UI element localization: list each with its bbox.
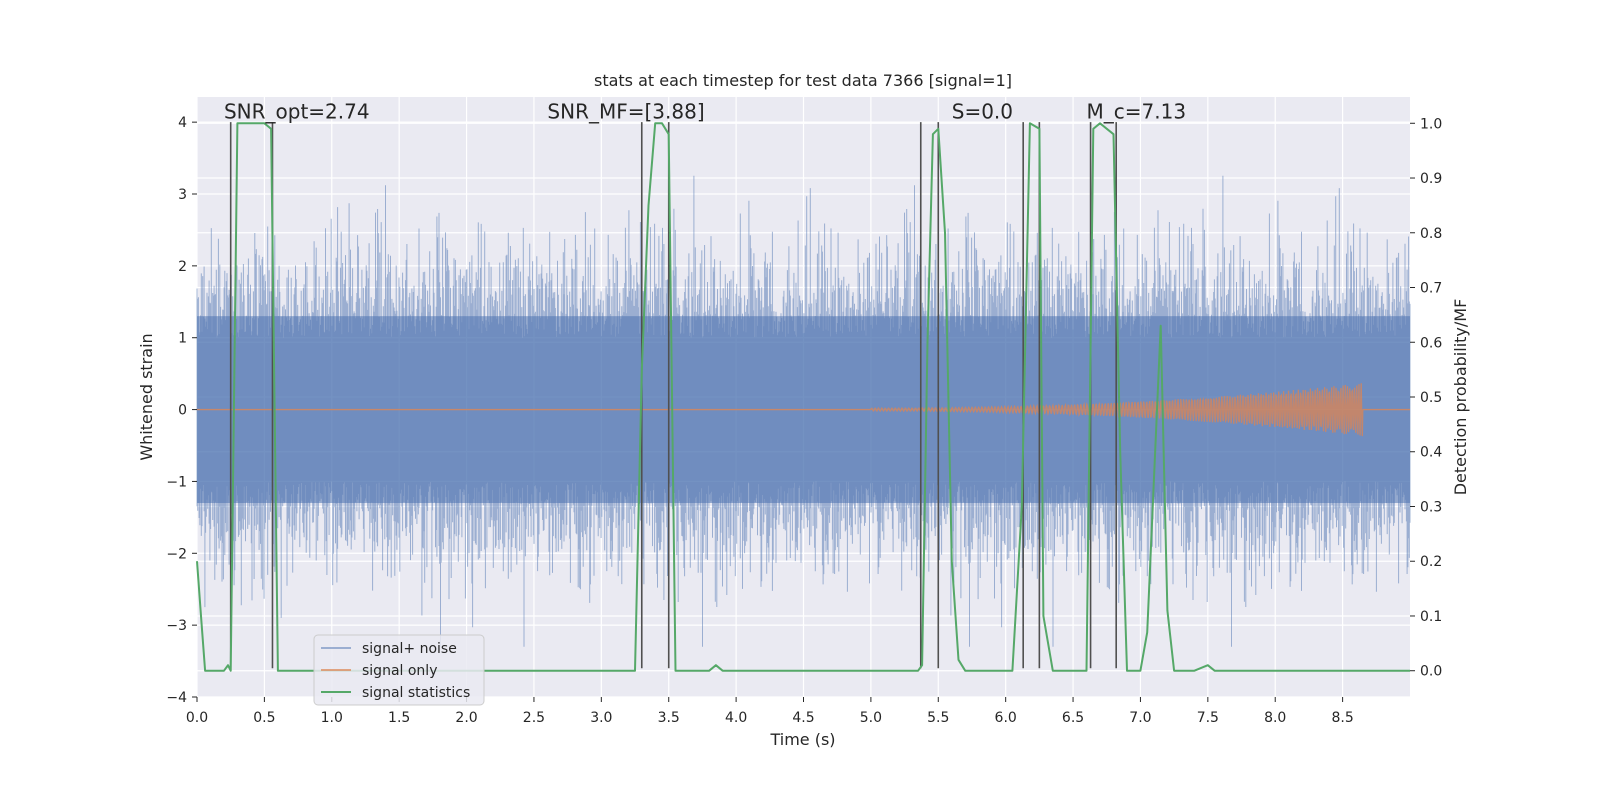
left-y-tick-label-0: −4	[166, 690, 187, 706]
legend-box	[313, 634, 485, 706]
y-axis-label-right: Detection probability/MF	[1451, 299, 1470, 496]
right-y-tick-label-1: 0.1	[1420, 609, 1442, 625]
right-y-tick-label-4: 0.4	[1420, 445, 1442, 461]
left-y-tick-label-8: 4	[178, 115, 187, 131]
annotation-2: S=0.0	[952, 100, 1013, 124]
right-y-tick-label-6: 0.6	[1420, 335, 1442, 351]
left-y-tick-label-4: 0	[178, 403, 187, 419]
annotation-1: SNR_MF=[3.88]	[547, 100, 704, 124]
right-y-tick-label-5: 0.5	[1420, 390, 1442, 406]
left-y-tick-label-1: −3	[166, 618, 187, 634]
annotations: SNR_opt=2.74 SNR_MF=[3.88] S=0.0 M_c=7.13	[224, 100, 1186, 124]
x-tick-label-0: 0.0	[186, 710, 208, 726]
x-tick-label-17: 8.5	[1331, 710, 1353, 726]
legend-label-stats: signal statistics	[362, 685, 470, 701]
x-ticks: 0.0 0.5 1.0 1.5 2.0 2.5 3.0 3.5 4.0 4.5 5.0 5.5 6.0 6…	[186, 697, 1354, 726]
right-y-tick-label-2: 0.2	[1420, 554, 1442, 570]
legend-label-signal: signal only	[362, 663, 437, 679]
right-y-tick-label-10: 1.0	[1420, 116, 1442, 132]
x-tick-label-13: 6.5	[1062, 710, 1084, 726]
chart-title: stats at each timestep for test data 736…	[594, 71, 1012, 90]
right-y-tick-label-0: 0.0	[1420, 664, 1442, 680]
right-y-ticks: 0.0 0.1 0.2 0.3 0.4 0.5 0.6 0.7 0.8 0.9 1.0	[1410, 116, 1442, 680]
x-tick-label-11: 5.5	[927, 710, 949, 726]
annotation-3: M_c=7.13	[1087, 100, 1187, 124]
x-tick-label-7: 3.5	[658, 710, 680, 726]
x-tick-label-4: 2.0	[455, 710, 477, 726]
statistics-line	[196, 122, 1410, 672]
left-y-tick-label-2: −2	[166, 546, 187, 562]
x-axis-label: Time (s)	[769, 730, 835, 749]
x-tick-label-6: 3.0	[590, 710, 612, 726]
x-tick-label-9: 4.5	[792, 710, 814, 726]
right-y-tick-label-3: 0.3	[1420, 499, 1442, 515]
left-y-tick-label-5: 1	[178, 331, 187, 347]
left-y-tick-label-3: −1	[166, 474, 187, 490]
left-y-tick-label-7: 3	[178, 187, 187, 203]
x-tick-label-10: 5.0	[860, 710, 882, 726]
y-axis-label-left: Whitened strain	[137, 333, 156, 460]
x-tick-label-3: 1.5	[388, 710, 410, 726]
x-tick-label-12: 6.0	[995, 710, 1017, 726]
right-y-tick-label-8: 0.8	[1420, 226, 1442, 242]
noise-trace	[196, 175, 1411, 647]
x-tick-label-16: 8.0	[1264, 710, 1286, 726]
x-tick-label-2: 1.0	[321, 710, 343, 726]
x-tick-label-1: 0.5	[253, 710, 275, 726]
statistics-series	[196, 122, 1410, 672]
x-tick-label-8: 4.0	[725, 710, 747, 726]
right-y-tick-label-7: 0.7	[1420, 281, 1442, 297]
right-y-tick-label-9: 0.9	[1420, 171, 1442, 187]
x-tick-label-5: 2.5	[523, 710, 545, 726]
x-tick-label-15: 7.5	[1197, 710, 1219, 726]
x-tick-label-14: 7.0	[1129, 710, 1151, 726]
legend-label-noise: signal+ noise	[362, 641, 457, 657]
annotation-0: SNR_opt=2.74	[224, 100, 370, 124]
left-y-tick-label-6: 2	[178, 259, 187, 275]
left-y-ticks: −4 −3 −2 −1 0 1 2 3 4	[166, 115, 197, 706]
legend: signal+ noise signal only signal statist…	[313, 634, 485, 706]
